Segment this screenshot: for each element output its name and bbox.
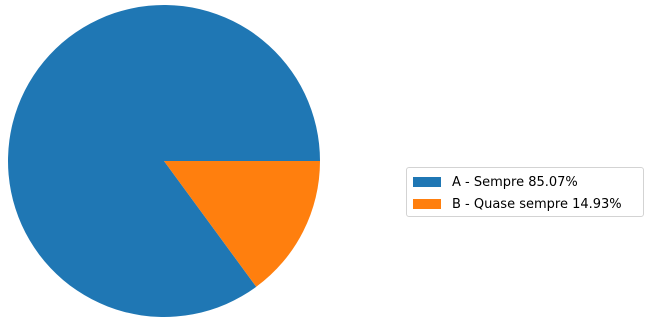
pie-slice-b	[164, 161, 320, 287]
legend-swatch-a	[413, 177, 441, 187]
legend-item-b: B - Quase sempre 14.93%	[413, 194, 622, 214]
legend-item-a: A - Sempre 85.07%	[413, 172, 578, 192]
legend-label-b: B - Quase sempre 14.93%	[452, 196, 622, 212]
legend-label-a: A - Sempre 85.07%	[452, 174, 578, 190]
pie-slices	[8, 4, 321, 318]
legend-swatch-b	[413, 199, 441, 209]
legend: A - Sempre 85.07% B - Quase sempre 14.93…	[406, 167, 644, 217]
